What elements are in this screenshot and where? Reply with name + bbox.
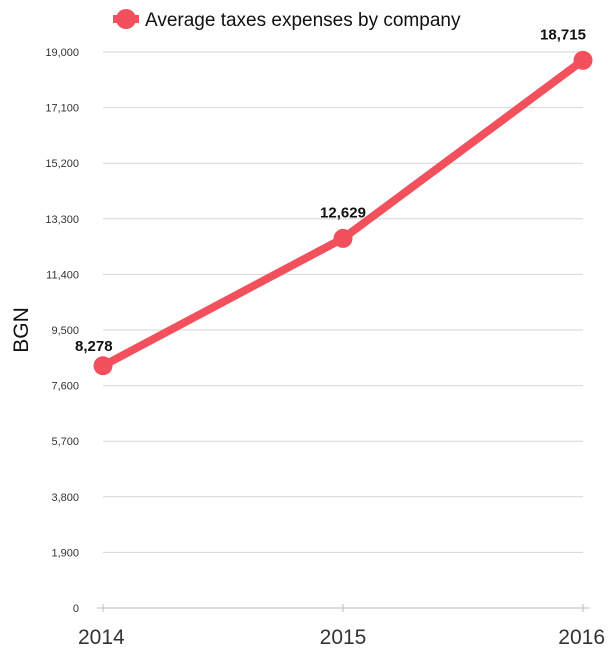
grid xyxy=(103,51,583,553)
data-label: 12,629 xyxy=(320,204,366,221)
legend-dot-marker xyxy=(116,9,136,29)
y-tick-label: 17,100 xyxy=(45,103,79,115)
x-axis-ticks: 2014 2015 2016 xyxy=(78,604,605,649)
y-axis-label: BGN xyxy=(10,307,33,353)
series-average-taxes xyxy=(93,50,593,376)
data-labels: 8,278 12,629 18,715 xyxy=(75,26,586,354)
y-tick-label: 5,700 xyxy=(51,436,79,448)
data-point xyxy=(573,50,593,70)
data-label: 18,715 xyxy=(540,26,586,43)
y-tick-label: 1,900 xyxy=(51,547,79,559)
x-tick-label: 2016 xyxy=(558,626,605,649)
y-axis-ticks: 0 1,900 3,800 5,700 7,600 9,500 11,400 13,300 15… xyxy=(45,47,79,615)
data-point xyxy=(333,228,353,248)
y-tick-label: 19,000 xyxy=(45,47,79,59)
legend-label: Average taxes expenses by company xyxy=(145,10,461,31)
data-point xyxy=(93,356,113,376)
x-tick-label: 2015 xyxy=(320,626,367,649)
y-tick-label: 7,600 xyxy=(51,381,79,393)
x-tick-label: 2014 xyxy=(78,626,125,649)
data-label: 8,278 xyxy=(75,338,113,355)
y-tick-label: 15,200 xyxy=(45,158,79,170)
y-tick-label: 3,800 xyxy=(51,492,79,504)
y-tick-label: 9,500 xyxy=(51,325,79,337)
y-tick-label: 13,300 xyxy=(45,214,79,226)
y-tick-label: 11,400 xyxy=(46,269,79,281)
legend: Average taxes expenses by company xyxy=(113,9,461,31)
y-tick-label: 0 xyxy=(73,603,79,615)
